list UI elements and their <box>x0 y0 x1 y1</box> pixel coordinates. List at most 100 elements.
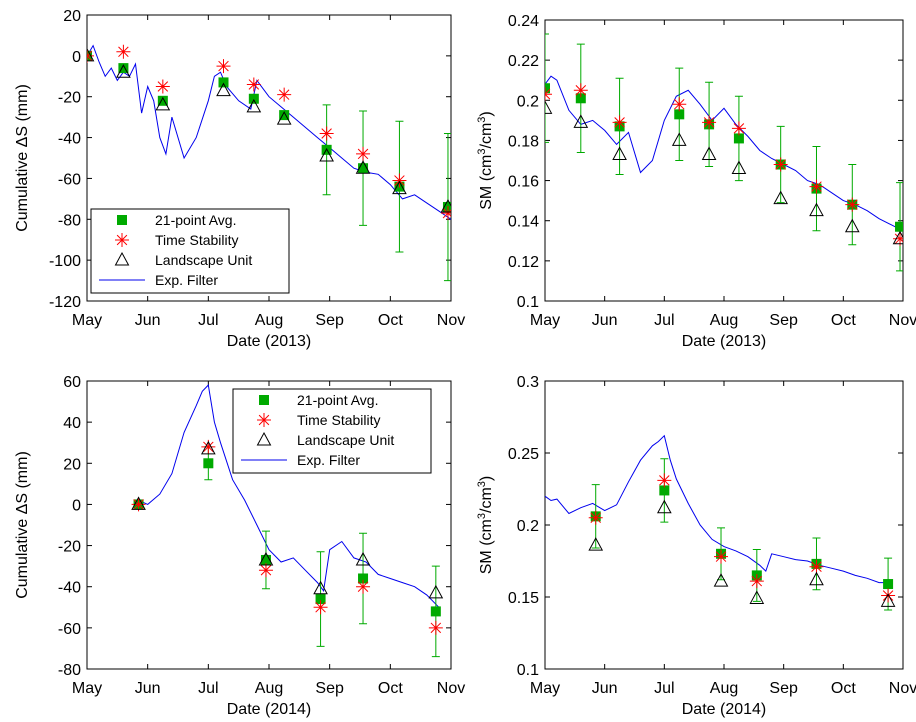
point-asterisk <box>573 83 588 98</box>
point-asterisk <box>392 173 407 188</box>
point-triangle <box>131 496 146 510</box>
plot-area <box>131 384 444 658</box>
chart-panel-bottom-left: May Jun Jul Aug Sep Oct Nov -80 -60 -40 -20 0 20 40 60… <box>14 374 465 718</box>
point-asterisk <box>258 563 273 578</box>
x-tick-label: Aug <box>710 680 738 697</box>
point-triangle <box>844 218 860 233</box>
y-tick-label: -60 <box>58 621 81 638</box>
point-square <box>218 77 229 88</box>
point-asterisk <box>155 79 170 94</box>
x-tick-label: Sep <box>315 680 344 697</box>
point-square <box>203 458 214 469</box>
y-tick-label: -40 <box>58 131 81 148</box>
y-tick-label: 0.2 <box>517 93 539 110</box>
series-line-exp-filter <box>138 384 440 608</box>
y-tick-label: -40 <box>58 580 81 597</box>
point-asterisk <box>514 149 528 163</box>
point-square <box>279 110 290 121</box>
point-asterisk <box>440 206 451 221</box>
x-tick-label: Oct <box>378 312 403 329</box>
point-asterisk <box>313 600 328 615</box>
y-tick-label: 20 <box>63 8 81 25</box>
point-triangle <box>116 64 131 78</box>
y-tick-label: -20 <box>58 539 81 556</box>
y-tick-label: 20 <box>63 456 81 473</box>
point-asterisk <box>731 121 746 136</box>
legend-entry: Time Stability <box>297 412 381 428</box>
point-triangle <box>701 146 717 160</box>
point-triangle <box>276 111 292 125</box>
x-tick-label: May <box>530 312 560 329</box>
point-asterisk <box>216 59 231 74</box>
y-tick-label: 0.25 <box>508 446 539 463</box>
point-asterisk <box>749 574 764 589</box>
y-tick-label: -60 <box>58 171 81 188</box>
point-asterisk <box>657 473 672 488</box>
series-line-exp-filter <box>545 75 903 232</box>
chart-panel-top-left: May Jun Jul Aug Sep Oct Nov -120 -100 -80 -60 -40 -2… <box>14 8 528 350</box>
point-square <box>248 93 259 104</box>
point-asterisk <box>116 44 131 59</box>
point-asterisk <box>702 115 717 130</box>
y-tick-label: 0 <box>72 49 81 66</box>
x-tick-label: Oct <box>378 680 403 697</box>
x-axis-label: Date (2014) <box>227 701 312 718</box>
point-asterisk <box>809 179 824 194</box>
x-tick-label: May <box>530 680 560 697</box>
y-axis-label: SM (cm3/cm3) <box>476 476 495 574</box>
point-asterisk <box>714 549 729 564</box>
legend-swatch-square <box>259 395 269 405</box>
y-tick-label: 0.1 <box>517 662 539 679</box>
x-tick-label: Oct <box>831 312 856 329</box>
point-asterisk <box>131 497 146 512</box>
point-triangle <box>573 114 589 128</box>
legend-entry: 21-point Avg. <box>155 212 236 228</box>
point-triangle <box>216 82 231 97</box>
point-square <box>733 133 744 144</box>
point-square <box>659 485 670 496</box>
x-tick-label: Nov <box>889 312 916 329</box>
x-tick-label: Nov <box>437 680 465 697</box>
y-tick-label: 0.24 <box>508 13 539 30</box>
point-triangle <box>612 146 627 160</box>
plot-frame <box>544 19 904 302</box>
y-tick-label: 40 <box>63 415 81 432</box>
point-triangle <box>588 537 604 551</box>
x-tick-label: Nov <box>889 680 916 697</box>
y-tick-label: 0.3 <box>517 374 539 391</box>
x-tick-label: Aug <box>255 312 283 329</box>
point-asterisk <box>201 439 216 454</box>
x-tick-label: Jul <box>198 680 218 697</box>
x-axis-label: Date (2013) <box>227 333 312 350</box>
point-square <box>895 221 903 232</box>
point-square <box>430 606 441 617</box>
x-tick-label: Jun <box>592 680 618 697</box>
point-square <box>315 594 326 605</box>
x-axis-label: Date (2013) <box>682 333 767 350</box>
x-tick-label: Jun <box>592 312 618 329</box>
point-square <box>883 579 894 590</box>
point-triangle <box>355 160 371 174</box>
point-triangle <box>258 551 274 566</box>
legend: 21-point Avg. Time Stability Landscape Uni… <box>232 388 432 474</box>
point-triangle <box>313 580 328 595</box>
legend-entry: 21-point Avg. <box>297 392 378 408</box>
point-asterisk <box>319 126 334 141</box>
legend-swatch-asterisk <box>115 233 129 247</box>
error-bar <box>545 33 549 143</box>
x-tick-label: Nov <box>437 312 465 329</box>
point-triangle <box>319 147 334 162</box>
point-triangle <box>656 499 672 514</box>
point-triangle <box>87 47 95 62</box>
x-axis-label: Date (2014) <box>682 701 767 718</box>
y-tick-label: -80 <box>58 662 81 679</box>
error-bar <box>517 93 525 224</box>
point-square <box>260 554 271 565</box>
x-tick-label: Sep <box>769 312 798 329</box>
point-triangle <box>880 593 896 607</box>
point-triangle <box>155 96 171 111</box>
point-square <box>157 95 168 106</box>
y-tick-label: -120 <box>49 294 81 311</box>
y-tick-label: -100 <box>49 253 81 270</box>
x-tick-label: May <box>72 312 102 329</box>
